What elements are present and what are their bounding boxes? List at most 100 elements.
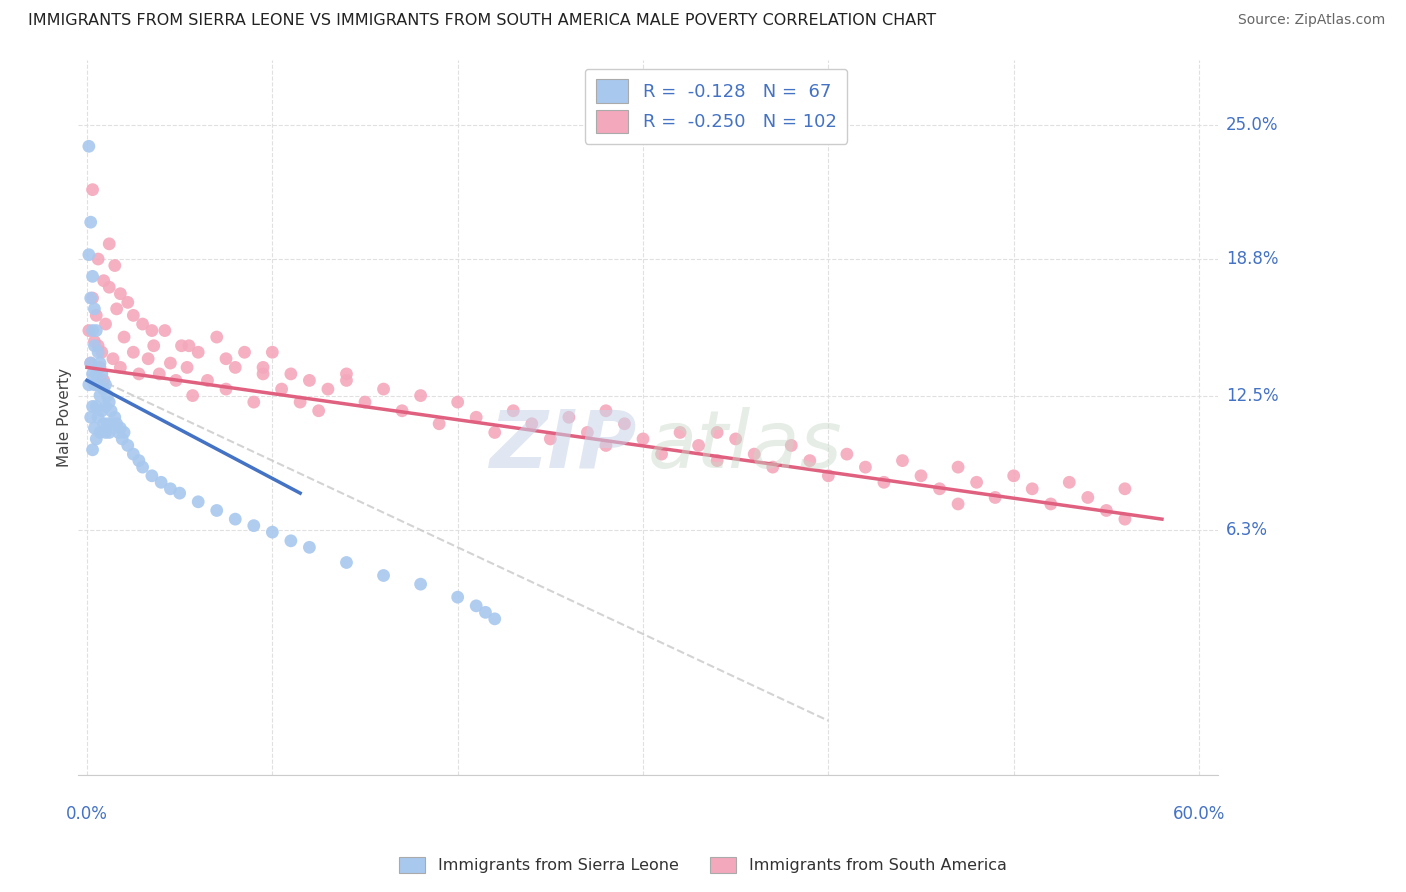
Point [335,556,357,570]
Legend: R =  -0.128   N =  67, R =  -0.250   N = 102: R = -0.128 N = 67, R = -0.250 N = 102 [585,69,848,144]
Point [77,377,100,392]
Point [335,373,357,387]
Point [153,324,176,338]
Point [651,447,673,461]
Point [112,330,135,344]
Text: atlas: atlas [648,407,842,485]
Point [89,388,111,402]
Point [110,360,132,375]
Point [82,324,104,338]
Text: 18.8%: 18.8% [1226,250,1278,268]
Point [835,447,858,461]
Point [90,345,112,359]
Point [799,453,821,467]
Legend: Immigrants from Sierra Leone, Immigrants from South America: Immigrants from Sierra Leone, Immigrants… [392,850,1014,880]
Point [93,373,115,387]
Point [80,215,103,229]
Point [128,367,150,381]
Point [576,425,599,440]
Point [105,417,128,431]
Point [706,453,728,467]
Point [80,356,103,370]
Point [150,475,173,490]
Point [80,410,103,425]
Point [112,425,135,440]
Point [94,377,117,392]
Text: IMMIGRANTS FROM SIERRA LEONE VS IMMIGRANTS FROM SOUTH AMERICA MALE POVERTY CORRE: IMMIGRANTS FROM SIERRA LEONE VS IMMIGRAN… [28,13,936,29]
Point [538,432,561,446]
Point [80,356,103,370]
Point [1114,512,1136,526]
Point [128,453,150,467]
Point [391,403,413,417]
Point [98,236,121,251]
Point [136,351,159,366]
Point [688,438,710,452]
Point [298,541,321,555]
Text: 12.5%: 12.5% [1226,386,1278,405]
Point [117,438,139,452]
Point [104,259,127,273]
Point [141,468,163,483]
Text: 25.0%: 25.0% [1226,116,1278,134]
Text: 0.0%: 0.0% [66,805,108,823]
Point [215,382,238,396]
Point [316,382,339,396]
Point [243,518,266,533]
Point [558,410,581,425]
Point [176,360,198,375]
Point [280,533,302,548]
Point [187,495,209,509]
Point [84,309,107,323]
Point [780,438,803,452]
Point [1077,491,1099,505]
Point [465,410,488,425]
Point [83,339,105,353]
Point [84,432,107,446]
Point [131,317,153,331]
Point [373,382,395,396]
Point [110,286,132,301]
Point [159,356,181,370]
Point [82,367,104,381]
Point [111,432,134,446]
Point [1059,475,1081,490]
Point [94,400,117,414]
Point [84,367,107,381]
Point [197,373,219,387]
Point [373,568,395,582]
Point [595,403,617,417]
Point [96,388,118,402]
Point [107,425,129,440]
Point [87,345,110,359]
Point [928,482,950,496]
Point [966,475,988,490]
Point [177,339,200,353]
Point [122,447,145,461]
Point [484,612,506,626]
Point [891,453,914,467]
Point [262,525,284,540]
Point [465,599,488,613]
Point [90,367,112,381]
Text: 60.0%: 60.0% [1173,805,1225,823]
Point [742,447,765,461]
Point [131,460,153,475]
Point [141,324,163,338]
Point [910,468,932,483]
Point [946,497,969,511]
Point [82,442,104,457]
Point [187,345,209,359]
Point [84,324,107,338]
Point [252,360,274,375]
Point [855,460,877,475]
Point [101,417,124,431]
Point [1114,482,1136,496]
Point [447,590,470,604]
Point [233,345,256,359]
Point [205,503,228,517]
Point [87,410,110,425]
Point [762,460,785,475]
Point [595,438,617,452]
Point [165,373,187,387]
